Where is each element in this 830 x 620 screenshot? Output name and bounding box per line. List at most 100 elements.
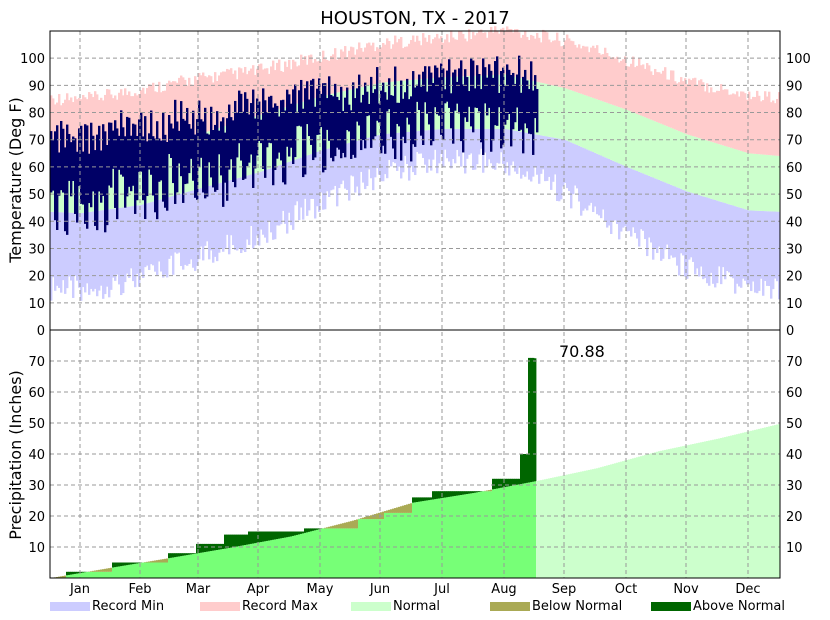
record-min-bar (424, 130, 427, 165)
record-max-bar (332, 54, 335, 94)
record-min-bar (68, 212, 71, 277)
temp-tick-label-left: 20 (28, 270, 45, 285)
precip-below-normal-bar (56, 576, 59, 578)
observed-temp-bar (458, 68, 461, 114)
record-min-bar (476, 128, 479, 165)
normal-band-bar (672, 128, 675, 186)
record-min-bar (302, 156, 305, 220)
record-min-bar (360, 139, 363, 172)
record-min-bar (314, 152, 317, 219)
record-max-bar (710, 87, 713, 142)
observed-temp-bar (178, 130, 181, 164)
normal-band-bar (650, 119, 653, 177)
record-max-bar (618, 62, 621, 108)
precip-normal-ytd-bar (408, 512, 411, 578)
observed-temp-bar (376, 67, 379, 121)
observed-temp-bar (508, 69, 511, 115)
normal-band-bar (634, 113, 637, 171)
normal-band-bar (746, 152, 749, 210)
precip-above-normal-bar (424, 497, 427, 501)
precip-above-normal-bar (230, 534, 233, 548)
precip-above-normal-bar (244, 534, 247, 546)
record-max-bar (566, 34, 569, 89)
normal-band-bar (138, 150, 141, 206)
record-min-bar (154, 201, 157, 272)
normal-band-bar (756, 154, 759, 211)
observed-temp-bar (280, 100, 283, 161)
record-max-bar (420, 45, 423, 80)
record-max-bar (516, 29, 519, 78)
observed-temp-bar (386, 99, 389, 112)
observed-temp-bar (162, 112, 165, 202)
record-max-bar (548, 39, 551, 85)
precip-normal-bar (592, 469, 595, 578)
record-max-bar (628, 66, 631, 111)
temp-tick-label-right: 100 (786, 52, 811, 67)
record-min-bar (584, 148, 587, 209)
precip-normal-ytd-bar (250, 543, 253, 578)
precip-normal-ytd-bar (314, 530, 317, 578)
record-min-bar (496, 128, 499, 163)
record-min-bar (312, 153, 315, 199)
record-max-bar (116, 99, 119, 154)
precip-above-normal-bar (502, 478, 505, 488)
precip-below-normal-bar (166, 558, 169, 563)
record-min-bar (524, 132, 527, 177)
temp-tick-label-left: 60 (28, 161, 45, 176)
precip-normal-ytd-bar (356, 528, 359, 578)
record-min-bar (294, 159, 297, 206)
precip-above-normal-bar (312, 528, 315, 531)
observed-temp-bar (140, 112, 143, 172)
observed-temp-bar (312, 78, 315, 161)
precip-normal-ytd-bar (468, 493, 471, 578)
record-max-bar (604, 47, 607, 103)
record-max-bar (698, 80, 701, 138)
record-max-bar (718, 90, 721, 145)
record-min-bar (308, 154, 311, 211)
observed-temp-bar (318, 78, 321, 135)
record-max-bar (664, 67, 667, 126)
normal-band-bar (764, 154, 767, 212)
precip-normal-bar (640, 456, 643, 578)
precip-below-normal-bar (146, 561, 149, 563)
record-max-bar (446, 34, 449, 78)
record-min-bar (268, 168, 271, 222)
precip-normal-ytd-bar (144, 562, 147, 578)
precip-above-normal-bar (470, 491, 473, 494)
precip-normal-ytd-bar (258, 542, 261, 578)
record-max-bar (154, 91, 157, 147)
normal-band-bar (718, 144, 721, 202)
precip-normal-ytd-bar (78, 573, 81, 578)
precip-above-normal-bar (304, 528, 307, 533)
precip-above-normal-bar (510, 478, 513, 486)
precip-above-normal-bar (226, 534, 229, 549)
observed-temp-bar (392, 95, 395, 149)
normal-band-bar (636, 113, 639, 171)
observed-temp-bar (170, 123, 173, 158)
precip-normal-bar (638, 456, 641, 578)
observed-temp-bar (270, 95, 273, 144)
normal-band-bar (768, 155, 771, 212)
normal-band-bar (538, 82, 541, 136)
observed-temp-bar (176, 121, 179, 193)
normal-band-bar (726, 146, 729, 204)
normal-band-bar (258, 115, 261, 173)
record-max-bar (338, 58, 341, 93)
record-min-bar (468, 128, 471, 155)
record-max-bar (760, 101, 763, 155)
record-min-bar (244, 176, 247, 253)
record-max-bar (434, 37, 437, 78)
precip-normal-bar (746, 431, 749, 578)
record-max-bar (512, 32, 515, 77)
record-max-bar (510, 28, 513, 76)
record-min-bar (174, 195, 177, 253)
record-min-bar (200, 188, 203, 247)
record-max-bar (398, 38, 401, 82)
record-max-bar (502, 27, 505, 75)
observed-temp-bar (398, 102, 401, 127)
normal-band-bar (574, 91, 577, 145)
record-min-bar (488, 128, 491, 160)
precip-above-normal-bar (136, 562, 139, 564)
record-min-bar (696, 194, 699, 269)
precip-normal-bar (606, 465, 609, 578)
